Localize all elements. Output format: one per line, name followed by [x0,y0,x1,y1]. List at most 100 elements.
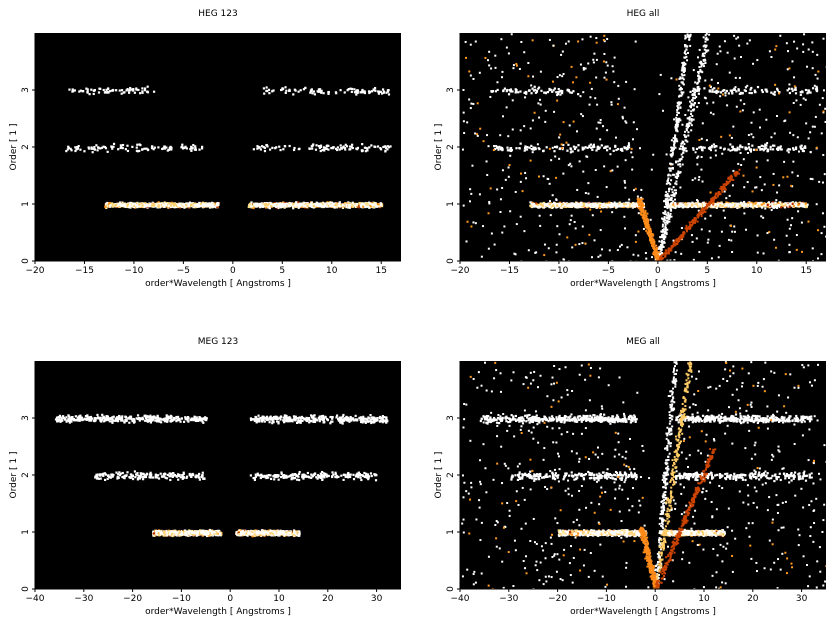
heat-cell [250,205,254,208]
heat-cell [374,203,377,206]
heat-cell [286,204,289,207]
heat-cell [123,203,126,206]
heat-cell [280,204,283,207]
heat-cell [209,204,212,207]
heat-cell [212,203,215,206]
heat-cell [704,201,707,204]
heat-cell [280,205,283,208]
heat-cell [90,147,93,150]
heat-cell [322,146,326,149]
heat-cell [132,203,135,206]
heat-cell [267,203,271,207]
heat-cell [344,203,347,206]
heat-cell [561,203,564,206]
heat-cell [195,204,198,207]
heat-cell [183,206,186,209]
heat-cell [141,91,144,94]
heat-cell [361,88,364,92]
heat-cell [759,203,762,206]
heat-cell [79,148,82,151]
heat-cell [799,202,802,206]
heat-cell [255,202,258,206]
heat-cell [135,202,139,205]
heat-cell [700,206,703,209]
chart-title: HEG 123 [198,9,237,19]
heat-cell [260,204,263,207]
heat-cell [192,202,195,206]
heat-cell [138,203,141,206]
heat-cell [126,149,130,153]
heat-cell [317,88,320,91]
heat-cell [110,145,113,148]
heat-cell [725,201,728,204]
heat-cell [193,204,196,207]
heat-cell [107,91,110,94]
heat-cell [184,203,187,206]
heat-cell [194,145,197,148]
heat-cell [771,201,774,204]
heat-cell [343,146,346,150]
heat-cell [764,203,767,207]
heat-cell [752,206,755,209]
heat-cell [78,90,81,93]
heat-cell [330,146,333,150]
heat-cell [672,206,676,209]
heat-cell [376,145,380,148]
heat-cell [126,203,130,206]
heat-cell [791,202,794,206]
y-tick-label: 3 [21,87,31,93]
heat-cell [789,202,792,205]
heat-cell [532,202,535,206]
heat-cell [72,90,75,93]
heat-cell [327,92,330,95]
heat-cell [138,149,141,153]
heat-cell [785,203,788,207]
heat-cell [529,204,532,207]
heat-cell [345,145,349,148]
heat-cell [332,205,336,208]
heat-cell [177,204,180,208]
heat-cell [186,202,189,205]
heat-cell [270,205,273,208]
heat-cell [177,203,180,207]
heat-cell [193,148,196,151]
heat-cell [173,203,176,206]
heat-cell [315,144,318,147]
heat-cell [167,206,170,209]
heat-cell [118,204,121,207]
heat-cell [73,89,76,92]
heat-cell [179,204,182,207]
heat-cell [324,203,327,206]
heat-cell [97,146,100,149]
heat-cell [250,201,253,204]
heat-cell [112,204,115,207]
heat-cell [574,205,577,208]
heat-cell [535,205,538,208]
heat-cell [338,205,342,208]
heat-cell [93,88,96,92]
heat-cell [66,148,69,151]
heat-cell [196,203,200,206]
heat-cell [143,89,146,92]
heat-cell [163,145,166,148]
heat-cell [308,147,311,150]
heat-cell [800,202,803,205]
heat-cell [133,91,136,94]
heat-cell [166,202,169,205]
heat-cell [308,204,311,207]
heat-cell [380,202,383,205]
heat-cell [274,204,277,207]
heat-cell [92,92,95,96]
heat-cell [128,91,131,94]
heat-cell [756,203,759,207]
heat-cell [376,203,380,206]
heat-cell [211,204,215,207]
heat-cell [175,204,179,207]
heat-cell [217,202,220,205]
heat-cell [179,206,182,209]
heat-cell [110,204,113,207]
heat-cell [181,143,184,146]
heat-cell [351,204,354,207]
heat-cell [355,93,358,96]
